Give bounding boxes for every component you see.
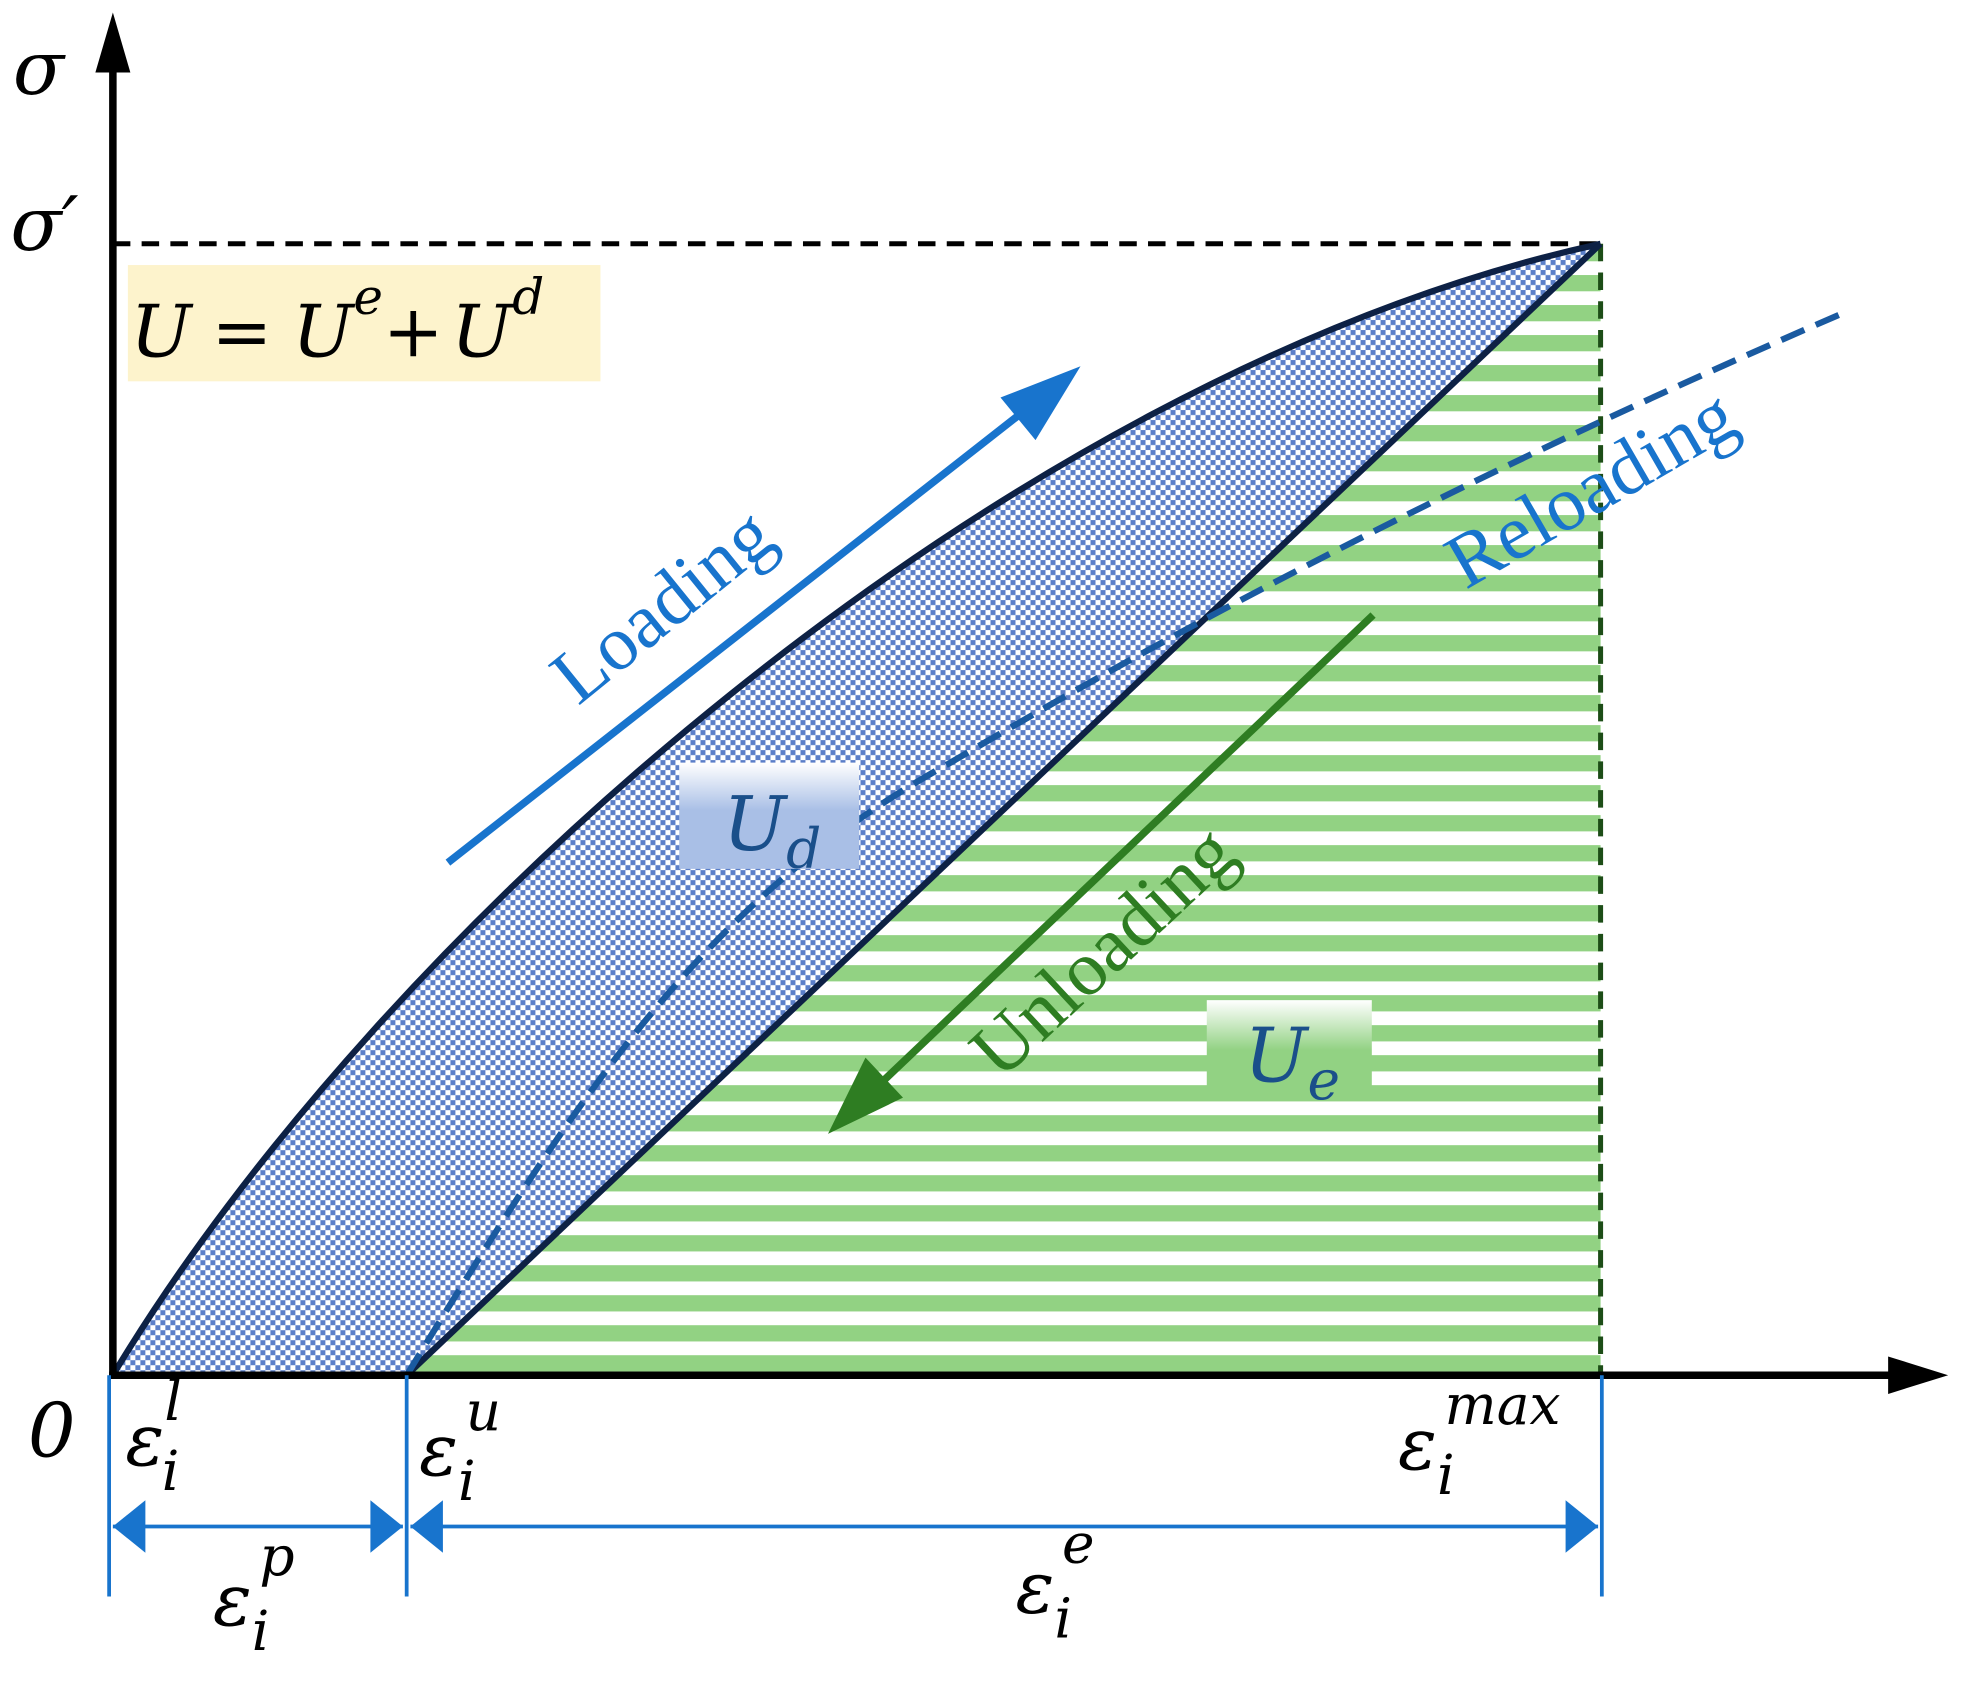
unloading-line: [404, 241, 1603, 1378]
strain-max-label: εimax: [1398, 1373, 1560, 1507]
elastic-strain-label: εie: [1016, 1512, 1095, 1651]
unloading-arrow: [860, 612, 1376, 1103]
ud-label: Ud: [723, 780, 821, 881]
reloading-curve: [404, 309, 1846, 1377]
ue-label: Ue: [1244, 1011, 1340, 1112]
peak-stress-label: σ′: [10, 180, 78, 268]
plastic-strain-label: εip: [213, 1524, 295, 1663]
loading-curve: [110, 240, 1602, 1377]
energy-formula: U = Ue+ Ud: [130, 268, 544, 375]
strain-l-label: εil: [125, 1369, 182, 1503]
unloading-arrowhead-icon: [827, 1057, 903, 1134]
strain-dimension-lines: [107, 1375, 1604, 1597]
origin-label: 0: [28, 1386, 76, 1474]
dimension-arrowheads-icon: [112, 1500, 1599, 1553]
y-axis-arrow-icon: [95, 12, 131, 73]
strain-u-label: εiu: [419, 1379, 501, 1513]
formula-box: [127, 265, 601, 382]
ue-label-box: [1206, 1000, 1372, 1101]
x-axis-arrow-icon: [1888, 1356, 1949, 1394]
loading-arrow: [445, 397, 1041, 866]
loading-arrowhead-icon: [1000, 366, 1081, 441]
y-axis-label: σ: [13, 24, 66, 112]
ud-label-box: [679, 762, 860, 869]
